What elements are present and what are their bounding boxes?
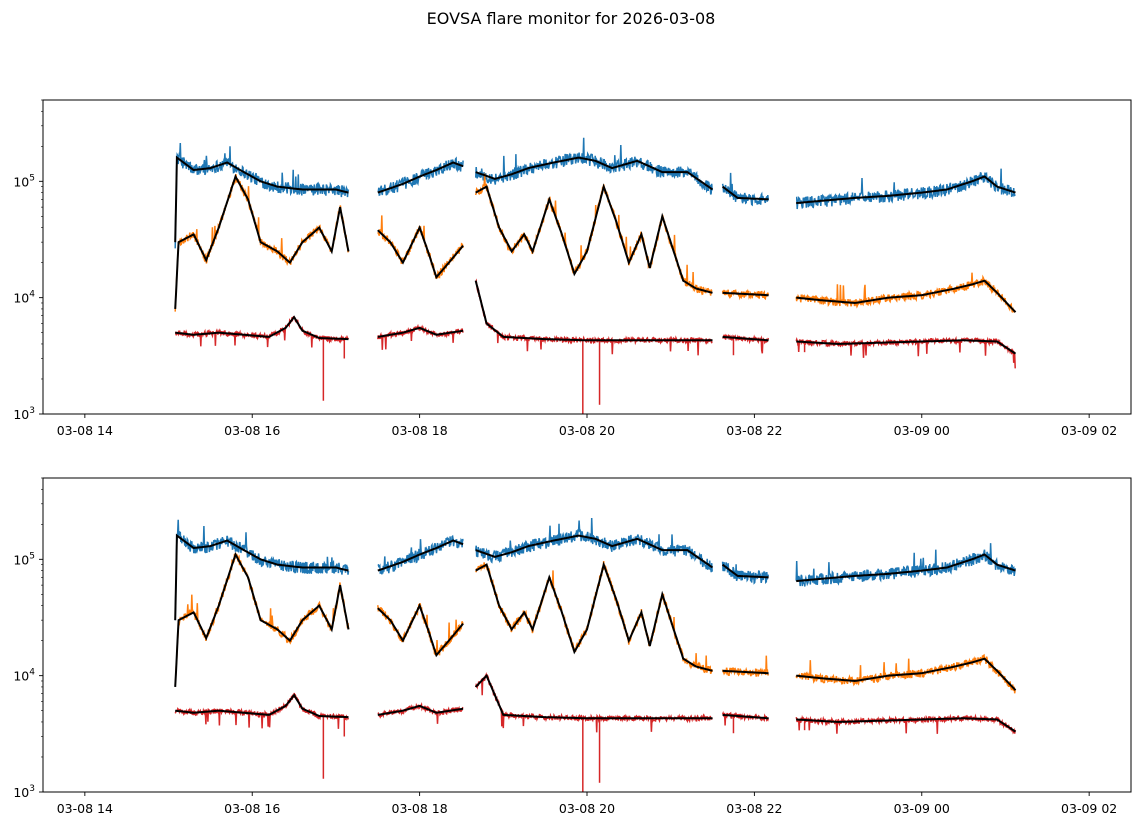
high-raw-trace xyxy=(474,517,713,573)
high-smoothed-trace xyxy=(174,155,349,243)
x-tick-label: 03-08 16 xyxy=(224,801,280,816)
high-smoothed-trace xyxy=(721,563,769,579)
high-smoothed-trace xyxy=(475,156,714,191)
y-tick-label: 104 xyxy=(13,668,35,684)
high-raw-trace xyxy=(721,561,770,585)
high-raw-trace xyxy=(174,142,350,249)
mid-raw-trace xyxy=(377,215,464,279)
low-smoothed-trace xyxy=(796,717,1017,733)
low-smoothed-trace xyxy=(722,713,769,720)
x-tick-label: 03-08 22 xyxy=(726,801,782,816)
low-smoothed-trace xyxy=(175,315,349,341)
y-tick-label: 103 xyxy=(13,406,35,422)
x-tick-label: 03-08 14 xyxy=(57,801,113,816)
mid-raw-trace xyxy=(475,560,713,675)
high-raw-trace xyxy=(377,534,464,575)
y-tick-label: 105 xyxy=(13,551,35,567)
x-tick-label: 03-09 02 xyxy=(1061,423,1117,438)
low-smoothed-trace xyxy=(175,693,349,719)
low-smoothed-trace xyxy=(722,335,769,342)
y-tick-label: 103 xyxy=(13,784,35,800)
x-tick-label: 03-08 18 xyxy=(392,801,448,816)
mid-smoothed-trace xyxy=(475,561,713,672)
top-panel: 103 104 105 03-08 14 03-08 16 03-08 18 03-08 2… xyxy=(13,99,1132,438)
low-raw-trace xyxy=(174,315,350,348)
x-tick-label: 03-08 22 xyxy=(726,423,782,438)
low-smoothed-trace xyxy=(474,280,713,342)
mid-smoothed-trace xyxy=(377,602,464,658)
mid-smoothed-trace xyxy=(796,657,1017,691)
high-smoothed-trace xyxy=(377,161,464,194)
low-raw-trace xyxy=(475,278,713,356)
mid-smoothed-trace xyxy=(722,291,769,297)
mid-smoothed-trace xyxy=(796,279,1017,313)
low-smoothed-trace xyxy=(474,674,713,720)
figure-title: EOVSA flare monitor for 2026-03-08 xyxy=(427,9,716,28)
low-smoothed-trace xyxy=(377,704,464,716)
x-tick-label: 03-09 00 xyxy=(894,801,950,816)
mid-raw-trace xyxy=(377,603,464,656)
low-smoothed-trace xyxy=(796,339,1017,355)
traces xyxy=(174,517,1017,792)
low-raw-trace xyxy=(174,692,350,729)
bottom-panel: 103 104 105 03-08 14 03-08 16 03-08 18 03-08 2… xyxy=(13,477,1132,816)
x-tick-label: 03-08 14 xyxy=(57,423,113,438)
low-raw-trace xyxy=(377,323,464,350)
mid-raw-trace xyxy=(795,272,1016,313)
y-tick-label: 104 xyxy=(13,290,35,306)
high-smoothed-trace xyxy=(475,534,714,569)
high-smoothed-trace xyxy=(796,553,1016,583)
mid-smoothed-trace xyxy=(475,183,713,294)
high-smoothed-trace xyxy=(377,539,464,572)
high-raw-trace xyxy=(795,543,1016,587)
high-smoothed-trace xyxy=(721,185,769,201)
high-raw-trace xyxy=(174,519,350,621)
mid-smoothed-trace xyxy=(722,669,769,675)
high-raw-trace xyxy=(721,172,770,207)
x-tick-label: 03-09 00 xyxy=(894,423,950,438)
mid-smoothed-trace xyxy=(174,551,350,687)
mid-smoothed-trace xyxy=(377,224,464,280)
high-smoothed-trace xyxy=(796,175,1016,205)
mid-raw-trace xyxy=(474,173,713,296)
mid-smoothed-trace xyxy=(174,173,350,309)
axes-frame xyxy=(42,477,1132,793)
y-tick-label: 105 xyxy=(13,173,35,189)
x-tick-label: 03-08 20 xyxy=(559,423,615,438)
high-raw-trace xyxy=(474,137,713,195)
x-tick-label: 03-08 20 xyxy=(559,801,615,816)
high-smoothed-trace xyxy=(174,533,349,621)
x-tick-label: 03-08 18 xyxy=(392,423,448,438)
high-raw-trace xyxy=(795,168,1016,210)
low-smoothed-trace xyxy=(377,326,464,338)
x-tick-label: 03-08 16 xyxy=(224,423,280,438)
low-raw-trace xyxy=(474,671,713,733)
traces xyxy=(174,137,1017,414)
low-raw-trace xyxy=(377,701,464,724)
x-tick-label: 03-09 02 xyxy=(1061,801,1117,816)
